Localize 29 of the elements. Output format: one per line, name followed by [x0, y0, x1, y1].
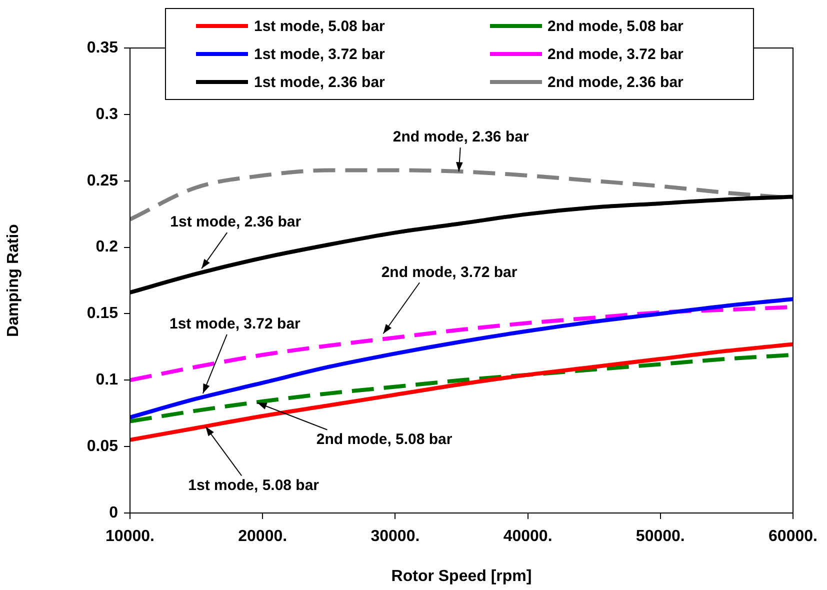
y-tick-label: 0.3 — [96, 106, 118, 123]
y-tick-label: 0.15 — [86, 305, 118, 322]
legend-label: 2nd mode, 3.72 bar — [548, 46, 684, 62]
y-tick-label: 0.2 — [96, 238, 118, 256]
line-series — [130, 297, 793, 420]
annotation: 2nd mode, 5.08 bar — [316, 430, 452, 448]
y-tick-label: 0.05 — [86, 438, 118, 455]
y-tick-label: 0.35 — [86, 39, 118, 56]
y-tick-label: 0.1 — [96, 372, 118, 389]
y-tick-label: 0.25 — [86, 172, 118, 190]
annotation: 2nd mode, 2.36 bar — [392, 128, 529, 146]
y-tick-label: 0 — [109, 504, 118, 522]
legend-label: 2nd mode, 5.08 bar — [548, 18, 684, 34]
x-tick-label: 50000. — [636, 528, 685, 546]
x-tick-label: 10000. — [106, 528, 154, 546]
x-tick-label: 60000. — [768, 528, 818, 546]
annotation: 1st mode, 3.72 bar — [169, 316, 301, 333]
x-axis-title: Rotor Speed [rpm] — [391, 568, 532, 585]
annotation: 1st mode, 2.36 bar — [170, 214, 302, 231]
x-tick-label: 20000. — [238, 528, 288, 546]
legend-label: 1st mode, 5.08 bar — [254, 18, 385, 34]
legend-label: 1st mode, 2.36 bar — [254, 74, 385, 90]
annotation: 1st mode, 5.08 bar — [188, 476, 320, 494]
legend-label: 2nd mode, 2.36 bar — [548, 74, 684, 90]
annotation: 2nd mode, 3.72 bar — [381, 264, 518, 281]
x-tick-label: 30000. — [370, 528, 420, 546]
y-axis-title: Damping Ratio — [5, 224, 22, 337]
legend-label: 1st mode, 3.72 bar — [254, 46, 385, 62]
x-tick-label: 40000. — [503, 528, 552, 546]
